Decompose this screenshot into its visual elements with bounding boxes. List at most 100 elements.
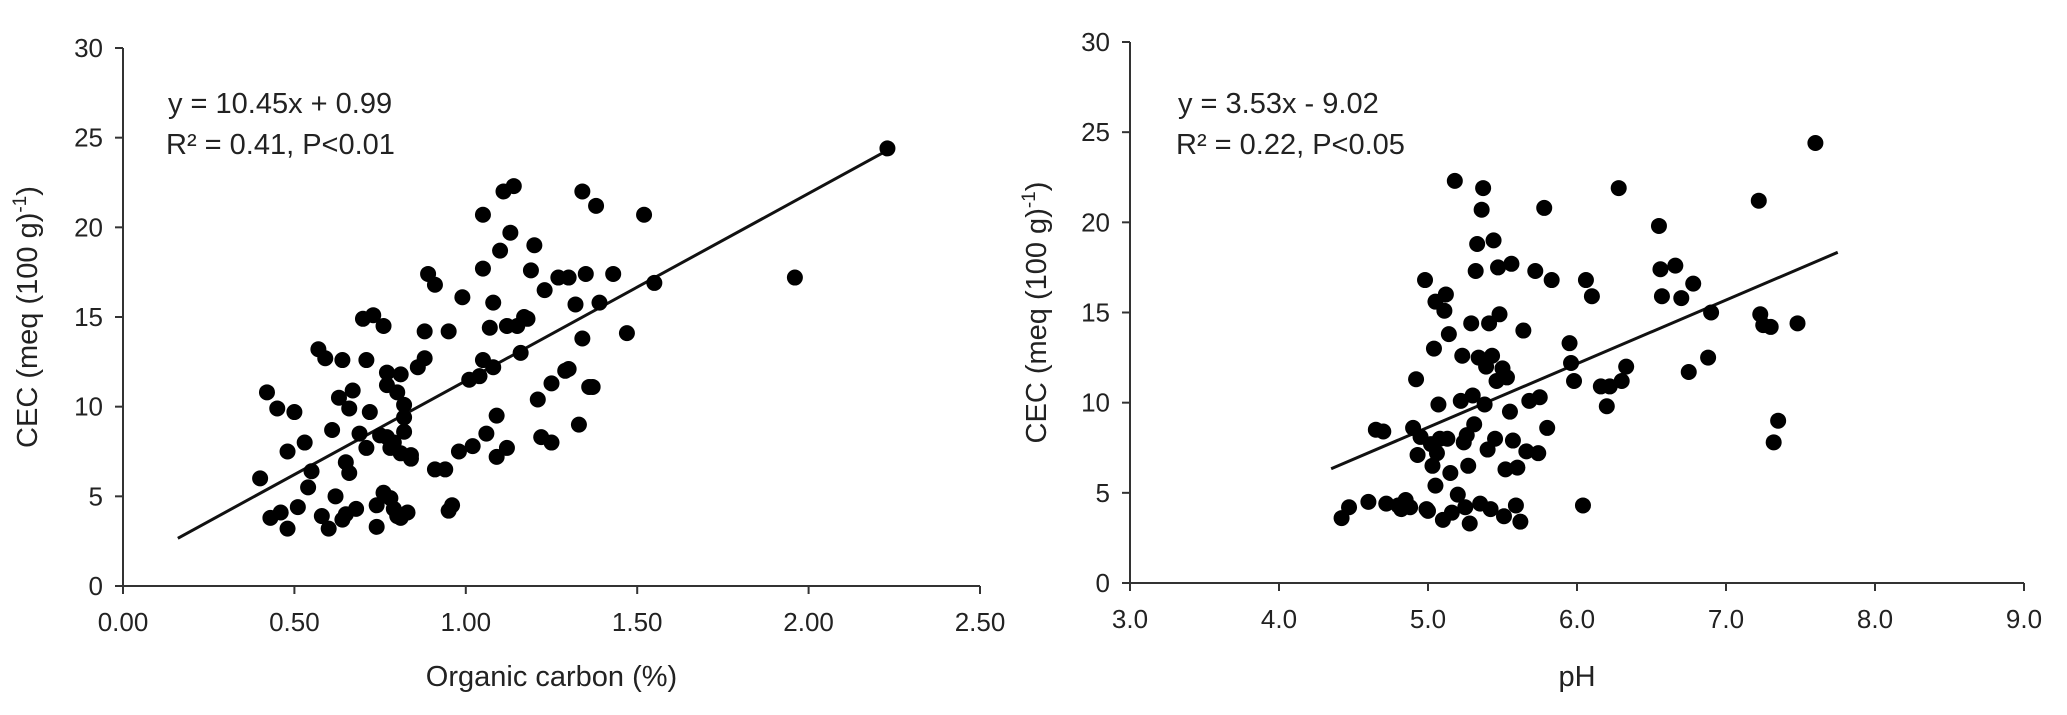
data-point xyxy=(1601,378,1618,395)
data-point xyxy=(1566,373,1583,390)
data-point xyxy=(269,400,286,417)
data-point xyxy=(279,443,296,460)
x-tick-label: 1.50 xyxy=(612,607,663,637)
data-point xyxy=(1762,318,1779,335)
data-point xyxy=(786,269,803,286)
data-point xyxy=(375,317,392,334)
data-point xyxy=(440,323,457,340)
data-point xyxy=(1504,432,1521,449)
data-point xyxy=(543,375,560,392)
data-point xyxy=(474,260,491,277)
data-point xyxy=(444,497,461,514)
x-tick-label: 7.0 xyxy=(1708,604,1744,634)
data-point xyxy=(1497,461,1514,478)
data-point xyxy=(1417,272,1434,289)
y-tick-label: 10 xyxy=(74,392,103,422)
data-point xyxy=(1490,259,1507,276)
data-point xyxy=(560,269,577,286)
data-point xyxy=(1539,419,1556,436)
data-point xyxy=(361,404,378,421)
data-point xyxy=(485,359,502,376)
data-point xyxy=(1473,201,1490,218)
data-point xyxy=(1409,446,1426,463)
r-squared-label: R² = 0.22, P<0.05 xyxy=(1176,129,1405,161)
data-point xyxy=(485,294,502,311)
data-point xyxy=(1442,464,1459,481)
data-point xyxy=(1446,172,1463,189)
y-tick-label: 20 xyxy=(1081,207,1110,237)
y-tick-label: 20 xyxy=(74,212,103,242)
data-point xyxy=(1515,322,1532,339)
data-point xyxy=(1482,501,1499,518)
y-tick-label: 15 xyxy=(74,302,103,332)
data-point xyxy=(1436,302,1453,319)
data-point xyxy=(570,416,587,433)
r-squared-label: R² = 0.41, P<0.01 xyxy=(166,129,395,161)
data-point xyxy=(1650,217,1667,234)
data-point xyxy=(519,310,536,327)
x-tick-label: 4.0 xyxy=(1261,604,1297,634)
x-tick-label: 0.50 xyxy=(269,607,320,637)
data-point xyxy=(1653,288,1670,305)
data-point xyxy=(618,325,635,342)
data-point xyxy=(574,330,591,347)
data-point xyxy=(574,183,591,200)
data-point xyxy=(1501,403,1518,420)
data-point xyxy=(1512,513,1529,530)
y-tick-label: 5 xyxy=(89,481,103,511)
data-point xyxy=(1598,398,1615,415)
data-point xyxy=(1577,272,1594,289)
x-axis-title: Organic carbon (%) xyxy=(426,661,677,693)
data-point xyxy=(426,276,443,293)
y-axis-title-close: ) xyxy=(1021,182,1053,192)
data-point xyxy=(303,463,320,480)
y-axis-title-main: CEC (meq (100 g) xyxy=(12,213,44,448)
y-axis-title-superscript: -1 xyxy=(10,196,31,213)
y-axis-title: CEC (meq (100 g)-1) xyxy=(1019,182,1053,444)
data-point xyxy=(358,352,375,369)
data-point xyxy=(605,265,622,282)
data-point xyxy=(368,497,385,514)
y-tick-label: 30 xyxy=(74,33,103,63)
data-point xyxy=(1618,358,1635,375)
data-point xyxy=(1770,412,1787,429)
data-point xyxy=(1487,430,1504,447)
data-point xyxy=(1484,347,1501,364)
data-point xyxy=(1789,315,1806,332)
x-tick-label: 0.00 xyxy=(98,607,149,637)
data-point xyxy=(1408,371,1425,388)
data-point xyxy=(396,409,413,426)
y-tick-label: 15 xyxy=(1081,298,1110,328)
x-axis-title: pH xyxy=(1558,661,1595,693)
data-point xyxy=(300,479,317,496)
data-point xyxy=(1531,389,1548,406)
data-point xyxy=(1807,134,1824,151)
data-point xyxy=(289,499,306,516)
x-tick-label: 6.0 xyxy=(1559,604,1595,634)
data-point xyxy=(879,140,896,157)
data-point xyxy=(646,274,663,291)
data-point xyxy=(1475,180,1492,197)
data-point xyxy=(327,488,344,505)
data-point xyxy=(1481,315,1498,332)
data-point xyxy=(396,423,413,440)
data-point xyxy=(1673,290,1690,307)
data-point xyxy=(416,323,433,340)
data-point xyxy=(334,352,351,369)
data-point xyxy=(505,178,522,195)
data-point xyxy=(498,439,515,456)
panel-right-ph: 0 5 10 15 20 25 30 3.0 4.0 5.0 6.0 7.0 8.0 9.0 pH CEC (… xyxy=(1019,27,2042,693)
data-point xyxy=(1467,263,1484,280)
y-tick-label: 0 xyxy=(89,571,103,601)
data-point xyxy=(1561,335,1578,352)
data-point xyxy=(1765,434,1782,451)
data-point xyxy=(1463,315,1480,332)
y-tick-label: 0 xyxy=(1096,568,1110,598)
data-point xyxy=(1498,369,1515,386)
data-point xyxy=(348,500,365,517)
data-point xyxy=(636,206,653,223)
data-point xyxy=(351,425,368,442)
data-point xyxy=(478,425,495,442)
data-point xyxy=(1495,508,1512,525)
